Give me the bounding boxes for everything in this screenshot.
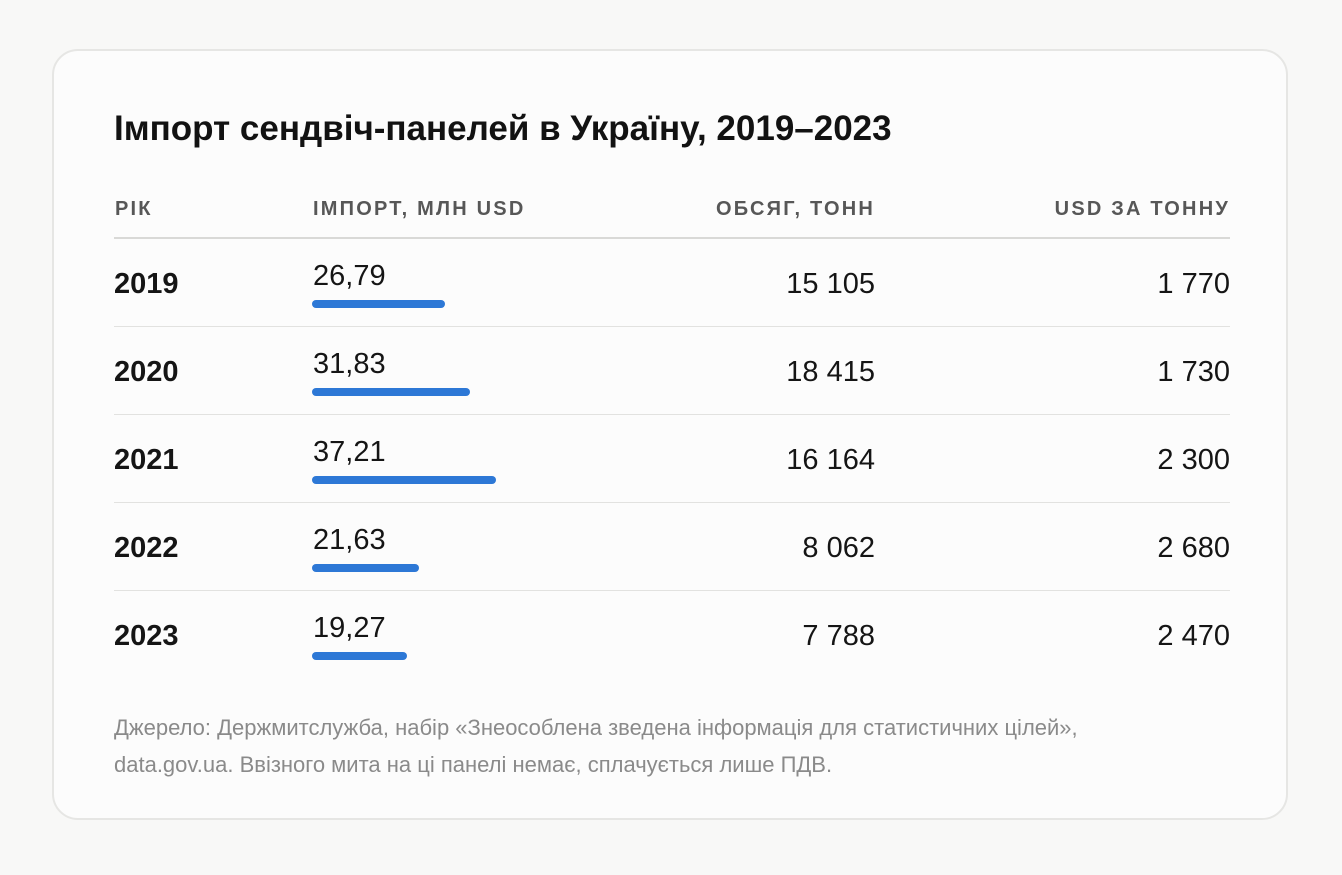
column-header-price: USD ЗА ТОННУ — [1054, 198, 1230, 220]
year-cell: 2022 — [114, 532, 179, 564]
price-cell: 2 470 — [1157, 620, 1230, 652]
source-note: Джерело: Держмитслужба, набір «Знеособле… — [114, 715, 1078, 777]
volume-cell: 8 062 — [802, 532, 875, 564]
table-row: 2019 26,79 15 105 1 770 — [114, 239, 1230, 327]
page-title: Імпорт сендвіч-панелей в Україну, 2019–2… — [114, 109, 892, 148]
column-header-import: ІМПОРТ, МЛН USD — [313, 198, 526, 220]
import-value: 31,83 — [313, 348, 386, 380]
price-cell: 2 300 — [1157, 444, 1230, 476]
column-header-volume: ОБСЯГ, ТОНН — [715, 198, 875, 220]
import-bar — [312, 388, 470, 396]
table-row: 2022 21,63 8 062 2 680 — [114, 503, 1230, 591]
volume-cell: 7 788 — [802, 620, 875, 652]
import-value: 37,21 — [313, 436, 386, 468]
import-value: 21,63 — [313, 524, 386, 556]
year-cell: 2023 — [114, 620, 179, 652]
table-header: РІК ІМПОРТ, МЛН USD ОБСЯГ, ТОНН USD ЗА Т… — [114, 183, 1230, 239]
table-row: 2023 19,27 7 788 2 470 — [114, 591, 1230, 678]
table-card: Імпорт сендвіч-панелей в Україну, 2019–2… — [52, 49, 1288, 820]
year-cell: 2019 — [114, 268, 179, 300]
import-bar — [312, 300, 445, 308]
table-row: 2020 31,83 18 415 1 730 — [114, 327, 1230, 415]
column-header-year: РІК — [115, 198, 153, 220]
import-value: 26,79 — [313, 260, 386, 292]
import-bar — [312, 476, 496, 484]
year-cell: 2020 — [114, 356, 179, 388]
table-row: 2021 37,21 16 164 2 300 — [114, 415, 1230, 503]
import-bar — [312, 564, 419, 572]
volume-cell: 18 415 — [786, 356, 875, 388]
import-table: РІК ІМПОРТ, МЛН USD ОБСЯГ, ТОНН USD ЗА Т… — [114, 183, 1230, 678]
import-value: 19,27 — [313, 612, 386, 644]
price-cell: 2 680 — [1157, 532, 1230, 564]
price-cell: 1 730 — [1157, 356, 1230, 388]
volume-cell: 16 164 — [786, 444, 875, 476]
import-bar — [312, 652, 407, 660]
year-cell: 2021 — [114, 444, 179, 476]
volume-cell: 15 105 — [786, 268, 875, 300]
price-cell: 1 770 — [1157, 268, 1230, 300]
